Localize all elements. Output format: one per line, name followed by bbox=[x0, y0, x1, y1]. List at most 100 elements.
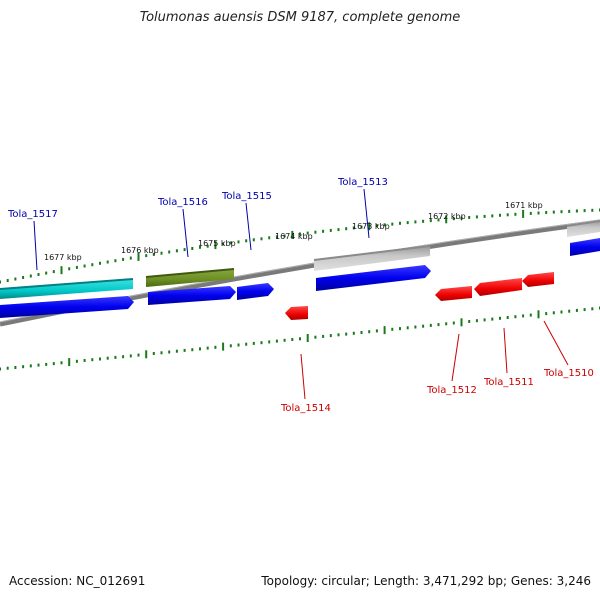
reverse-minor-tick bbox=[391, 327, 394, 331]
reverse-minor-tick bbox=[552, 311, 555, 315]
gene-tola-1516[interactable] bbox=[145, 268, 235, 287]
reverse-minor-tick bbox=[368, 330, 371, 334]
reverse-minor-tick bbox=[329, 334, 332, 338]
forward-minor-tick bbox=[429, 219, 432, 223]
gene-tola-1517[interactable] bbox=[0, 278, 134, 299]
forward-minor-tick bbox=[114, 259, 117, 263]
gene-blue-arrow-5[interactable] bbox=[570, 238, 600, 256]
forward-minor-tick bbox=[0, 280, 1, 284]
reverse-minor-tick bbox=[114, 355, 117, 359]
forward-minor-tick bbox=[322, 229, 325, 233]
reverse-minor-tick bbox=[291, 338, 294, 341]
forward-minor-tick bbox=[422, 219, 425, 223]
reverse-minor-tick bbox=[360, 331, 363, 334]
gene-blue-arrow-2[interactable] bbox=[148, 286, 236, 305]
kbp-label-1673: 1673 kbp bbox=[352, 222, 390, 231]
reverse-minor-tick bbox=[29, 364, 32, 368]
reverse-minor-tick bbox=[522, 314, 525, 318]
forward-minor-tick bbox=[152, 252, 155, 256]
gene-partial-right-gray[interactable] bbox=[566, 220, 600, 237]
forward-minor-tick bbox=[68, 267, 71, 271]
reverse-minor-tick bbox=[422, 324, 425, 328]
forward-minor-tick bbox=[14, 277, 17, 281]
forward-minor-tick bbox=[299, 232, 301, 236]
forward-minor-tick bbox=[460, 216, 463, 220]
reverse-minor-tick bbox=[337, 333, 340, 337]
reverse-major-tick bbox=[306, 334, 309, 342]
forward-minor-tick bbox=[191, 247, 194, 250]
reverse-minor-tick bbox=[491, 317, 494, 321]
reverse-major-tick bbox=[222, 342, 225, 351]
forward-minor-tick bbox=[52, 270, 55, 274]
reverse-minor-tick bbox=[268, 340, 271, 344]
label-tola-1516[interactable]: Tola_1516 bbox=[157, 197, 208, 208]
gene-blue-arrow-4[interactable] bbox=[316, 265, 431, 291]
label-tola-1514[interactable]: Tola_1514 bbox=[280, 403, 331, 414]
forward-major-tick bbox=[368, 222, 371, 231]
reverse-minor-tick bbox=[275, 339, 278, 343]
label-tola-1513[interactable]: Tola_1513 bbox=[337, 177, 388, 188]
label-tola-1511[interactable]: Tola_1511 bbox=[483, 377, 534, 388]
gene-tola-1511[interactable] bbox=[474, 278, 522, 296]
leader-tola-1516 bbox=[182, 208, 189, 258]
reverse-minor-tick bbox=[406, 326, 409, 330]
forward-minor-tick bbox=[529, 211, 532, 215]
forward-major-tick bbox=[60, 266, 63, 275]
gene-tola-1512[interactable] bbox=[435, 286, 472, 301]
forward-minor-tick bbox=[491, 214, 494, 218]
reverse-minor-tick bbox=[229, 344, 232, 348]
reverse-minor-tick bbox=[575, 308, 578, 312]
forward-minor-tick bbox=[91, 263, 94, 267]
forward-minor-tick bbox=[222, 242, 225, 246]
forward-minor-tick bbox=[483, 214, 486, 218]
forward-minor-tick bbox=[145, 254, 148, 258]
reverse-minor-tick bbox=[375, 329, 378, 333]
forward-minor-tick bbox=[314, 230, 317, 234]
forward-minor-tick bbox=[252, 238, 255, 242]
gene-tola-1514[interactable] bbox=[285, 306, 308, 320]
forward-minor-tick bbox=[229, 241, 232, 245]
forward-minor-tick bbox=[306, 231, 309, 235]
forward-minor-tick bbox=[206, 244, 209, 248]
forward-minor-tick bbox=[29, 274, 32, 278]
gene-blue-arrow-1[interactable] bbox=[0, 296, 134, 318]
kbp-label-1672: 1672 kbp bbox=[428, 212, 466, 221]
label-tola-1515[interactable]: Tola_1515 bbox=[221, 191, 272, 202]
reverse-minor-tick bbox=[122, 355, 125, 359]
forward-minor-tick bbox=[260, 237, 263, 241]
forward-minor-tick bbox=[160, 251, 163, 255]
forward-minor-tick bbox=[106, 260, 109, 264]
reverse-minor-tick bbox=[445, 322, 448, 326]
label-tola-1512[interactable]: Tola_1512 bbox=[426, 385, 477, 396]
reverse-minor-tick bbox=[91, 358, 94, 362]
reverse-minor-tick bbox=[206, 346, 209, 350]
forward-minor-tick bbox=[391, 222, 394, 226]
forward-minor-tick bbox=[329, 228, 332, 232]
reverse-minor-tick bbox=[475, 319, 478, 323]
leader-tola-1512 bbox=[451, 333, 460, 382]
kbp-label-1674: 1674 kbp bbox=[275, 232, 313, 241]
reverse-minor-tick bbox=[506, 316, 509, 319]
reverse-minor-tick bbox=[191, 348, 194, 352]
gene-tola-1510[interactable] bbox=[522, 272, 554, 287]
reverse-minor-tick bbox=[414, 325, 417, 329]
forward-minor-tick bbox=[468, 216, 471, 219]
gene-tola-1513[interactable] bbox=[313, 245, 431, 271]
label-tola-1510[interactable]: Tola_1510 bbox=[543, 368, 594, 379]
reverse-minor-tick bbox=[37, 363, 40, 367]
reverse-minor-tick bbox=[499, 316, 501, 320]
forward-minor-tick bbox=[475, 215, 478, 219]
leader-tola-1510 bbox=[543, 320, 569, 366]
gene-blue-arrow-3[interactable] bbox=[237, 283, 274, 300]
forward-minor-tick bbox=[575, 209, 578, 213]
reverse-minor-tick bbox=[299, 337, 301, 341]
forward-minor-tick bbox=[45, 271, 48, 275]
label-tola-1517[interactable]: Tola_1517 bbox=[7, 209, 58, 220]
forward-minor-tick bbox=[99, 261, 101, 265]
forward-minor-tick bbox=[168, 250, 171, 254]
forward-major-tick bbox=[522, 209, 525, 218]
reverse-minor-tick bbox=[352, 331, 355, 335]
reverse-minor-tick bbox=[322, 334, 325, 338]
leader-tola-1513 bbox=[363, 188, 370, 239]
